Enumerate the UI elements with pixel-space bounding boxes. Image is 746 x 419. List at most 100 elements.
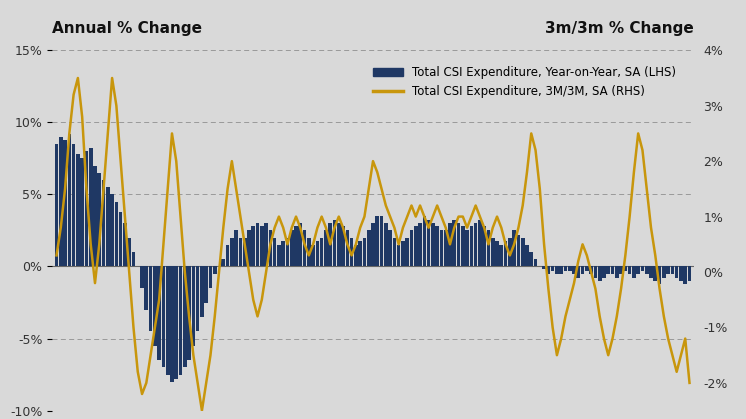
Bar: [157, 266, 161, 360]
Bar: [213, 266, 216, 274]
Bar: [256, 223, 260, 266]
Bar: [234, 230, 238, 266]
Bar: [628, 266, 631, 274]
Bar: [457, 223, 460, 266]
Bar: [645, 266, 648, 274]
Bar: [619, 266, 623, 274]
Bar: [602, 266, 606, 278]
Bar: [516, 235, 520, 266]
Bar: [247, 230, 251, 266]
Bar: [363, 238, 366, 266]
Bar: [372, 223, 374, 266]
Bar: [106, 187, 110, 266]
Bar: [533, 259, 537, 266]
Bar: [641, 266, 645, 271]
Bar: [585, 266, 589, 271]
Bar: [469, 226, 473, 266]
Bar: [598, 266, 601, 281]
Bar: [483, 226, 486, 266]
Bar: [577, 266, 580, 278]
Bar: [439, 230, 443, 266]
Bar: [303, 230, 307, 266]
Bar: [119, 212, 122, 266]
Bar: [175, 266, 178, 379]
Bar: [170, 266, 174, 382]
Bar: [358, 241, 362, 266]
Bar: [354, 245, 358, 266]
Bar: [243, 238, 246, 266]
Bar: [513, 230, 516, 266]
Bar: [564, 266, 567, 271]
Bar: [419, 223, 422, 266]
Bar: [59, 137, 63, 266]
Bar: [392, 238, 396, 266]
Bar: [84, 151, 88, 266]
Bar: [230, 238, 233, 266]
Bar: [636, 266, 640, 274]
Bar: [671, 266, 674, 274]
Bar: [427, 220, 430, 266]
Bar: [286, 238, 289, 266]
Bar: [273, 238, 277, 266]
Bar: [251, 226, 255, 266]
Bar: [500, 245, 503, 266]
Bar: [474, 223, 477, 266]
Bar: [239, 238, 242, 266]
Bar: [461, 226, 465, 266]
Bar: [530, 252, 533, 266]
Bar: [260, 226, 263, 266]
Bar: [388, 230, 392, 266]
Bar: [675, 266, 679, 278]
Bar: [345, 230, 349, 266]
Bar: [504, 241, 507, 266]
Bar: [81, 158, 84, 266]
Bar: [281, 241, 285, 266]
Bar: [131, 252, 135, 266]
Bar: [195, 266, 199, 331]
Bar: [401, 241, 405, 266]
Bar: [183, 266, 186, 367]
Legend: Total CSI Expenditure, Year-on-Year, SA (LHS), Total CSI Expenditure, 3M/3M, SA : Total CSI Expenditure, Year-on-Year, SA …: [369, 61, 681, 102]
Bar: [384, 223, 388, 266]
Bar: [521, 238, 524, 266]
Bar: [568, 266, 571, 271]
Bar: [226, 245, 230, 266]
Bar: [414, 226, 418, 266]
Bar: [324, 230, 327, 266]
Bar: [653, 266, 657, 281]
Bar: [98, 173, 101, 266]
Bar: [200, 266, 204, 317]
Bar: [89, 148, 93, 266]
Bar: [162, 266, 166, 367]
Bar: [615, 266, 618, 278]
Bar: [666, 266, 670, 274]
Bar: [187, 266, 191, 360]
Bar: [298, 223, 302, 266]
Bar: [624, 266, 627, 271]
Bar: [367, 230, 371, 266]
Bar: [269, 230, 272, 266]
Bar: [405, 238, 409, 266]
Bar: [478, 220, 482, 266]
Bar: [72, 144, 75, 266]
Bar: [542, 266, 546, 269]
Bar: [436, 226, 439, 266]
Bar: [611, 266, 615, 274]
Bar: [508, 238, 512, 266]
Bar: [140, 266, 144, 288]
Bar: [333, 220, 336, 266]
Bar: [320, 238, 324, 266]
Bar: [606, 266, 610, 274]
Bar: [380, 216, 383, 266]
Bar: [632, 266, 636, 278]
Bar: [311, 245, 315, 266]
Bar: [350, 238, 354, 266]
Bar: [422, 216, 426, 266]
Bar: [495, 241, 499, 266]
Bar: [589, 266, 593, 274]
Bar: [128, 238, 131, 266]
Bar: [448, 223, 452, 266]
Bar: [337, 223, 341, 266]
Bar: [316, 241, 319, 266]
Bar: [290, 230, 294, 266]
